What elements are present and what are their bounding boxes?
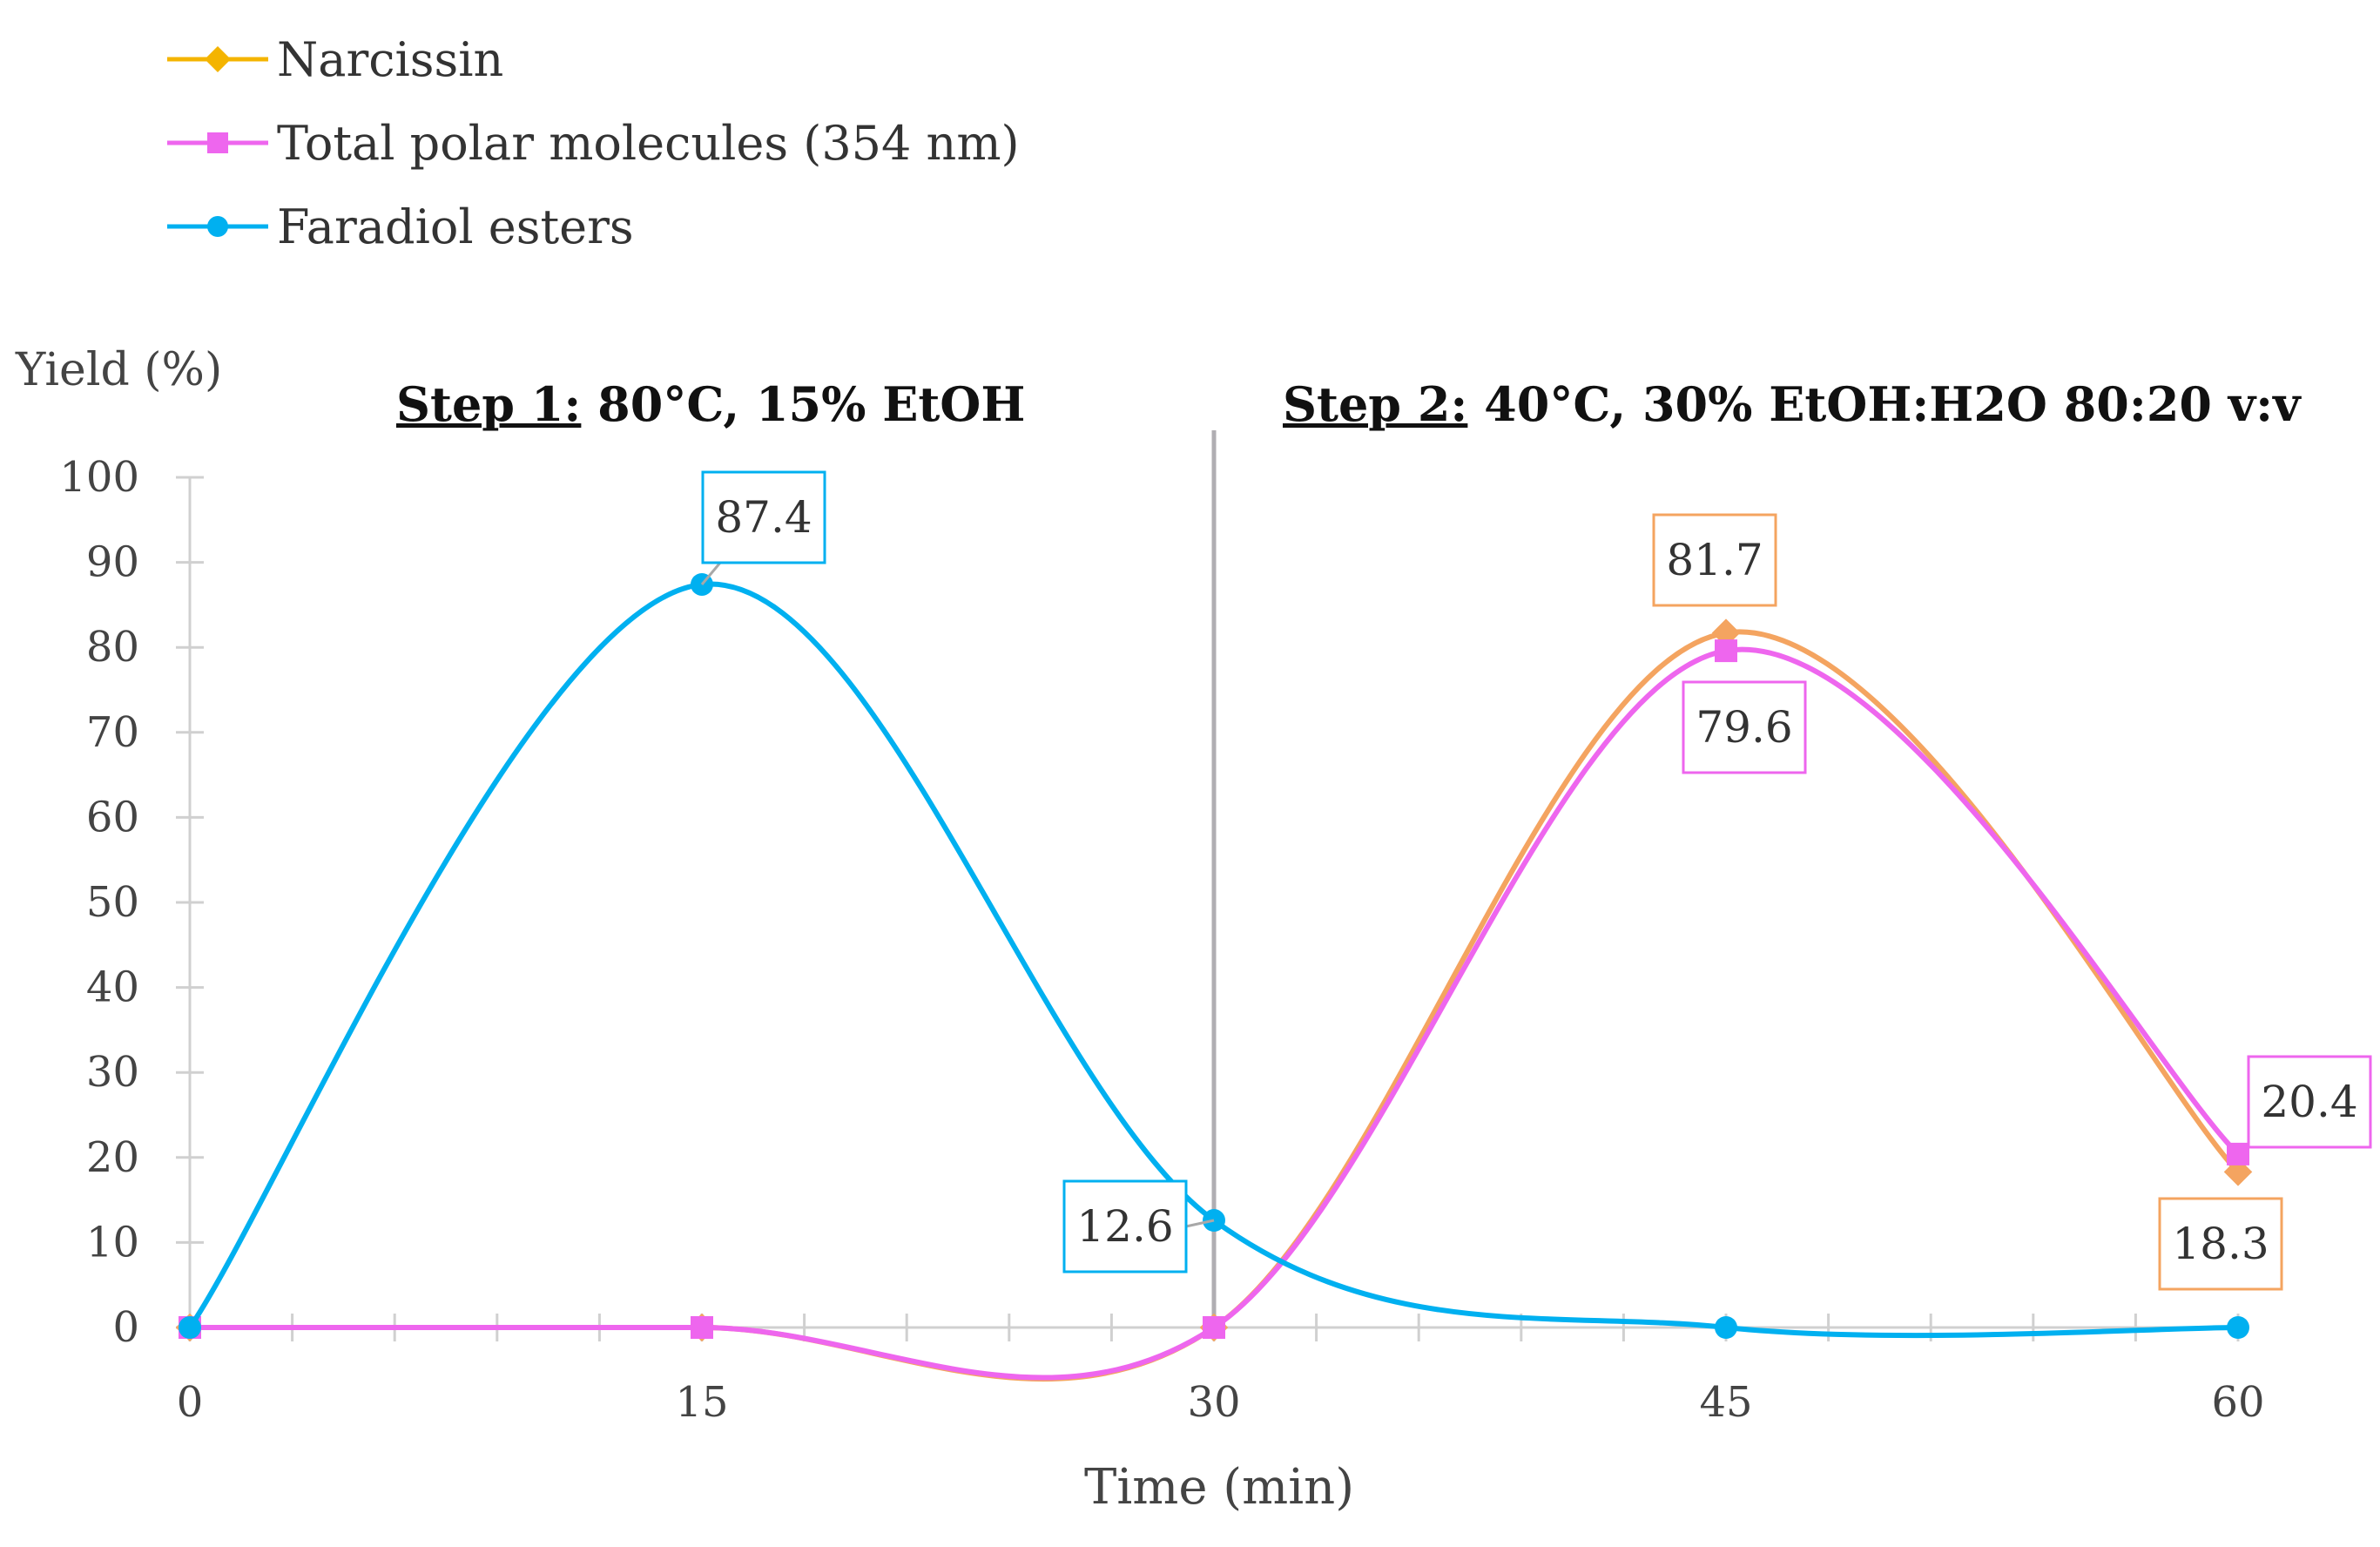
- legend-swatch-marker-narcissin: [205, 46, 231, 72]
- data-point-total-polar-molecules-354-nm-15: [691, 1316, 713, 1339]
- data-label-box-12-6: [1062, 1179, 1188, 1273]
- data-point-total-polar-molecules-354-nm-60: [2227, 1142, 2249, 1165]
- legend-label-faradiol-esters: Faradiol esters: [277, 199, 634, 254]
- x-axis-title: Time (min): [1084, 1459, 1355, 1516]
- y-tick-label-10: 10: [86, 1218, 139, 1267]
- data-label-leader-12-6: [1185, 1219, 1215, 1228]
- data-label-box-20-4: [2247, 1055, 2372, 1149]
- data-label-box-87-4: [701, 470, 826, 564]
- y-axis-title: Yield (%): [16, 344, 223, 396]
- x-tick-label-15: 15: [675, 1378, 728, 1427]
- step-2-annotation: Step 2: 40°C, 30% EtOH:H2O 80:20 v:v: [1283, 376, 2300, 432]
- x-tick-label-30: 30: [1187, 1378, 1240, 1427]
- data-label-87-4: 87.4: [715, 492, 812, 543]
- series-line-faradiol-esters: [187, 581, 2239, 1339]
- series-line-total-polar-molecules-354-nm: [190, 646, 2241, 1381]
- legend-swatch-narcissin: [167, 46, 268, 72]
- data-label-box-81-7: [1652, 513, 1777, 607]
- legend-item-faradiol-esters: Faradiol esters: [165, 185, 1020, 268]
- step-2-label: Step 2:: [1283, 376, 1468, 432]
- y-tick-label-80: 80: [86, 623, 139, 672]
- x-tick-label-45: 45: [1699, 1378, 1752, 1427]
- legend-swatch-faradiol-esters: [167, 216, 268, 237]
- legend-label-total-polar-molecules: Total polar molecules (354 nm): [277, 115, 1020, 171]
- data-point-faradiol-esters-60: [2227, 1316, 2249, 1339]
- y-tick-label-40: 40: [86, 963, 139, 1012]
- y-tick-label-100: 100: [59, 453, 139, 502]
- step-1-annotation: Step 1: 80°C, 15% EtOH: [396, 376, 1025, 432]
- x-tick-label-0: 0: [177, 1378, 204, 1427]
- legend-item-total-polar-molecules: Total polar molecules (354 nm): [165, 101, 1020, 185]
- step-2-detail: 40°C, 30% EtOH:H2O 80:20 v:v: [1467, 376, 2301, 432]
- y-tick-label-20: 20: [86, 1133, 139, 1182]
- legend-swatch-total-polar-molecules: [167, 132, 268, 153]
- data-label-20-4: 20.4: [2261, 1077, 2357, 1127]
- data-label-box-79-6: [1682, 680, 1807, 774]
- legend-label-narcissin: Narcissin: [277, 31, 504, 87]
- legend-swatch-marker-faradiol-esters: [207, 216, 228, 237]
- chart-legend: Narcissin Total polar molecules (354 nm)…: [165, 17, 1020, 268]
- y-tick-label-70: 70: [86, 708, 139, 757]
- y-tick-label-0: 0: [112, 1303, 139, 1352]
- y-tick-label-60: 60: [86, 793, 139, 841]
- data-label-81-7: 81.7: [1666, 535, 1763, 585]
- data-point-faradiol-esters-45: [1715, 1316, 1737, 1339]
- data-label-box-18-3: [2158, 1197, 2283, 1291]
- legend-item-narcissin: Narcissin: [165, 17, 1020, 101]
- y-tick-label-50: 50: [86, 878, 139, 927]
- data-label-79-6: 79.6: [1696, 702, 1792, 753]
- data-point-total-polar-molecules-354-nm-45: [1715, 639, 1737, 663]
- data-point-faradiol-esters-0: [179, 1316, 201, 1339]
- x-tick-label-60: 60: [2211, 1378, 2264, 1427]
- step-1-label: Step 1:: [396, 376, 582, 432]
- data-label-leader-87-4: [700, 562, 722, 585]
- y-tick-label-30: 30: [86, 1048, 139, 1097]
- y-tick-label-90: 90: [86, 538, 139, 587]
- step-1-detail: 80°C, 15% EtOH: [581, 376, 1026, 432]
- data-label-18-3: 18.3: [2172, 1219, 2269, 1269]
- data-label-12-6: 12.6: [1076, 1201, 1173, 1252]
- legend-swatch-marker-total-polar-molecules-354-nm: [207, 132, 228, 153]
- data-point-total-polar-molecules-354-nm-30: [1203, 1316, 1225, 1339]
